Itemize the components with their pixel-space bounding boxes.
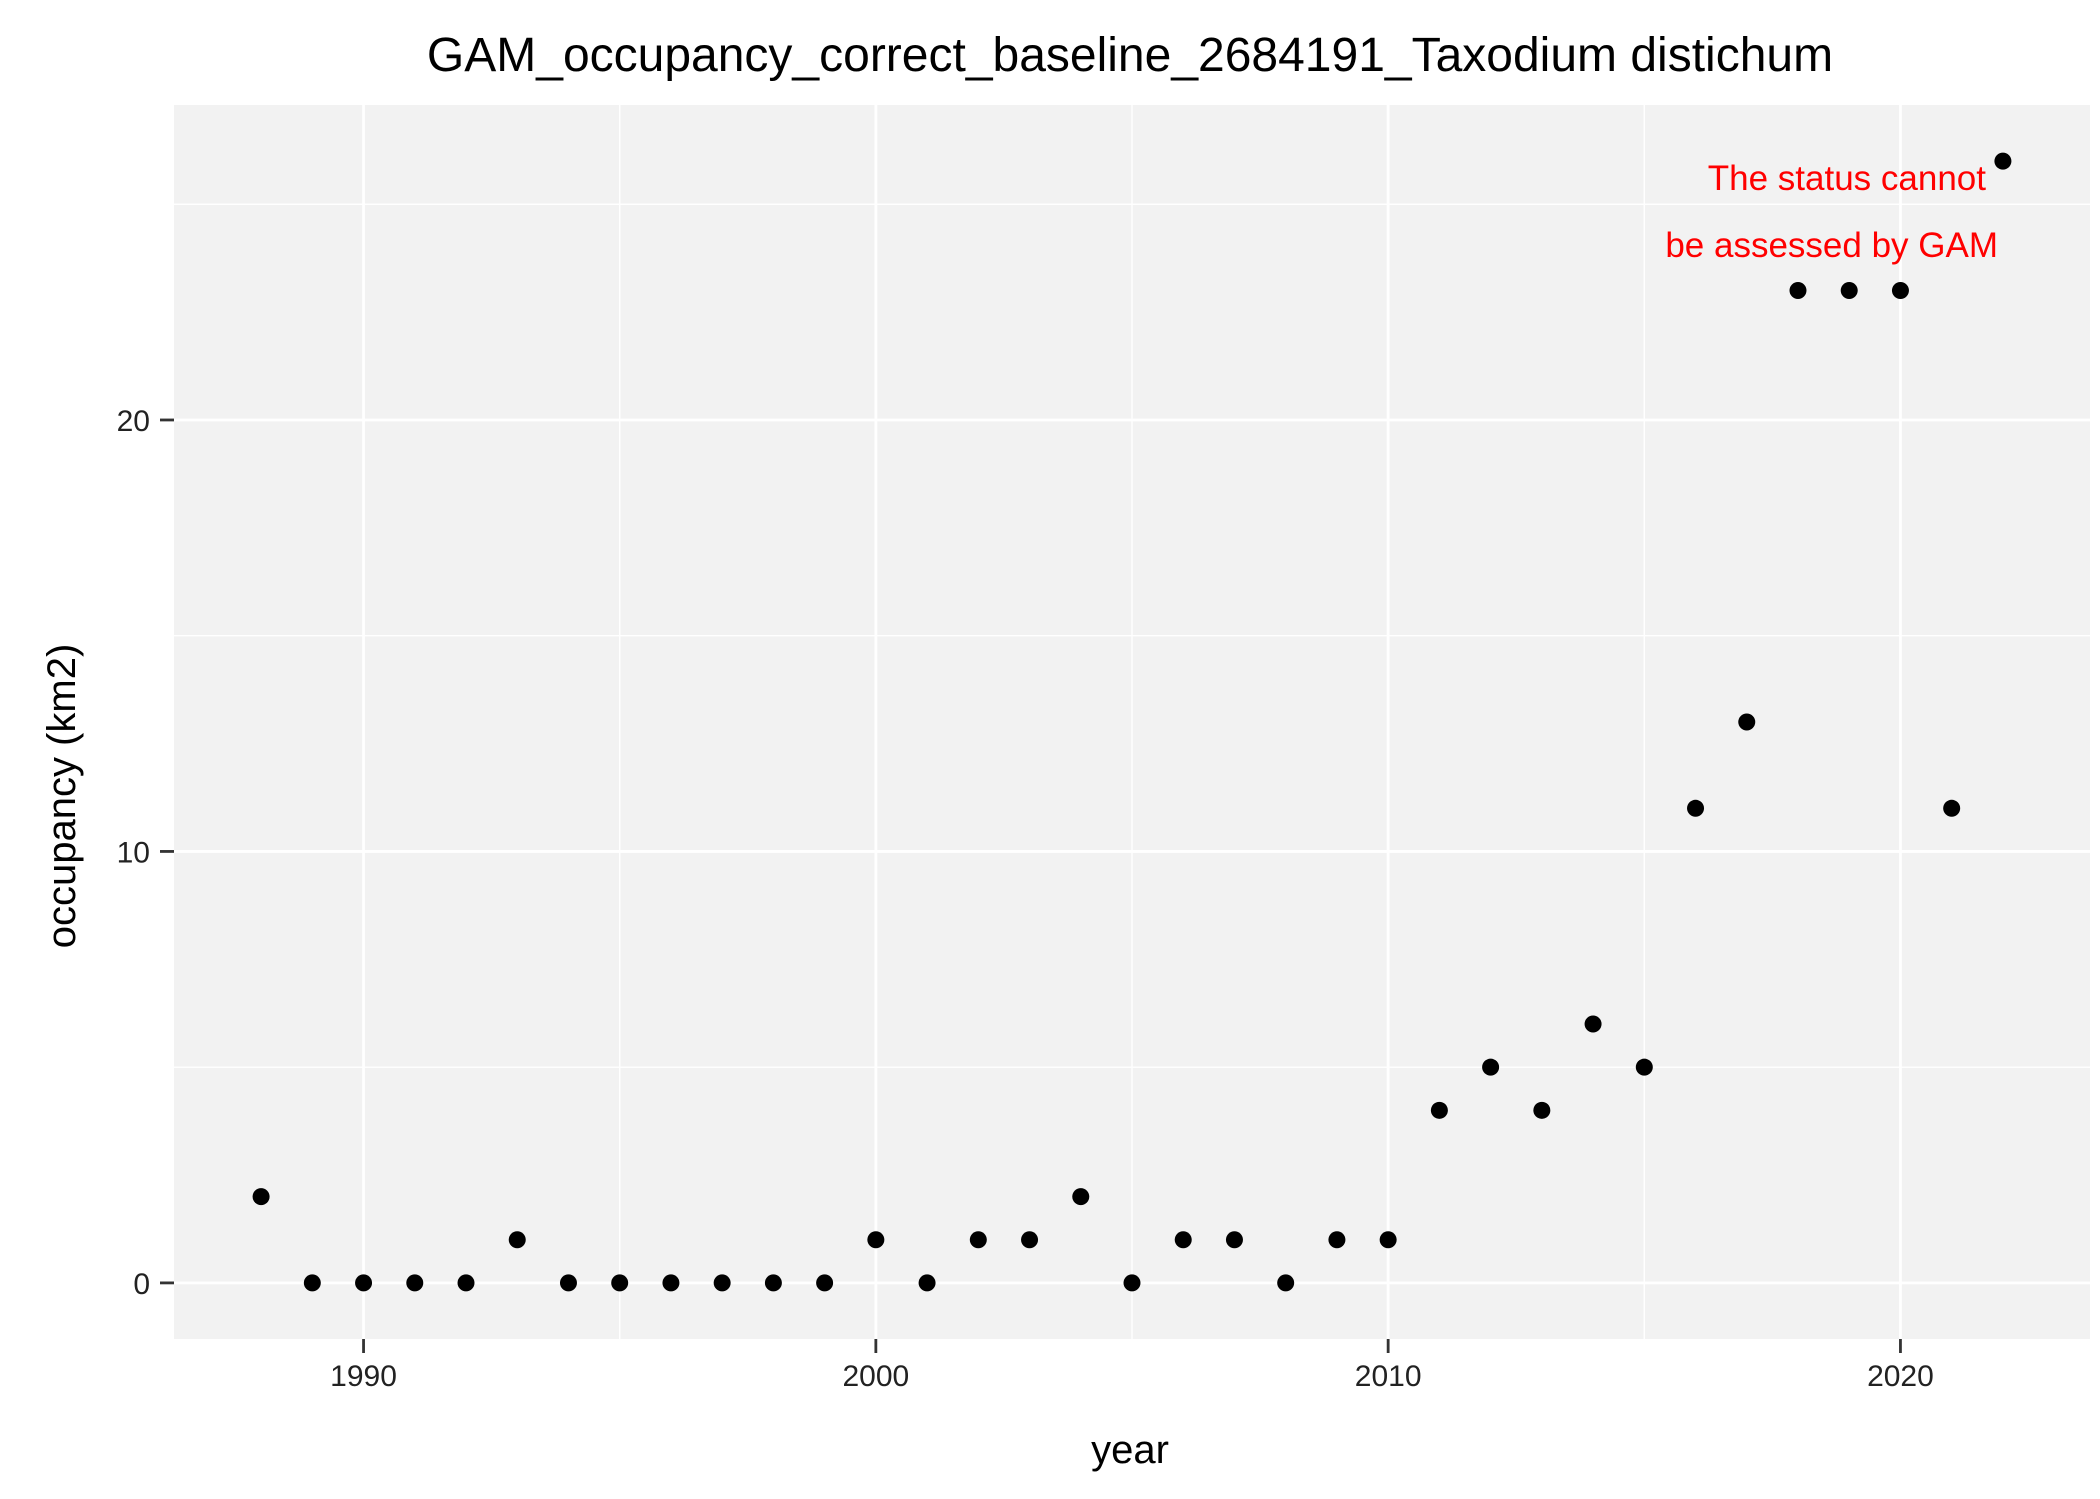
data-point (1482, 1058, 1500, 1076)
data-point (1021, 1231, 1039, 1249)
data-point (355, 1274, 373, 1292)
data-point (1277, 1274, 1295, 1292)
y-axis-title: occupancy (km2) (40, 644, 84, 949)
y-axis: 0 10 20 (117, 405, 174, 1301)
data-point (508, 1231, 526, 1249)
data-point (1225, 1231, 1243, 1249)
data-point (252, 1188, 270, 1206)
y-tick-label: 10 (117, 836, 150, 869)
data-point (457, 1274, 475, 1292)
y-tick-label: 0 (133, 1268, 150, 1301)
data-point (1738, 713, 1756, 731)
x-tick-label: 2010 (1355, 1360, 1422, 1393)
x-axis-title: year (1091, 1428, 1169, 1472)
data-point (1430, 1101, 1448, 1119)
data-point (1789, 282, 1807, 300)
data-point (867, 1231, 885, 1249)
x-tick-label: 2020 (1867, 1360, 1934, 1393)
minor-gridlines (174, 105, 2090, 1339)
data-point (713, 1274, 731, 1292)
annotation-line-1: The status cannot (1708, 159, 1986, 198)
data-point (1840, 282, 1858, 300)
data-point (1123, 1274, 1141, 1292)
data-point (1943, 799, 1961, 817)
data-point (1379, 1231, 1397, 1249)
data-point (918, 1274, 936, 1292)
data-point (611, 1274, 629, 1292)
x-tick-label: 2000 (842, 1360, 909, 1393)
data-point (1891, 282, 1909, 300)
x-tick-label: 1990 (330, 1360, 397, 1393)
data-points (252, 152, 2012, 1292)
data-point (1328, 1231, 1346, 1249)
data-point (662, 1274, 680, 1292)
data-point (559, 1274, 577, 1292)
data-point (1072, 1188, 1090, 1206)
data-point (303, 1274, 321, 1292)
x-axis: 1990 2000 2010 2020 (330, 1339, 1934, 1393)
data-point (1994, 152, 2012, 170)
data-point (1584, 1015, 1602, 1033)
data-point (406, 1274, 424, 1292)
data-point (1635, 1058, 1653, 1076)
data-point (1174, 1231, 1192, 1249)
annotation-line-2: be assessed by GAM (1665, 226, 1998, 265)
data-point (816, 1274, 834, 1292)
data-point (1533, 1101, 1551, 1119)
data-point (1687, 799, 1705, 817)
data-point (764, 1274, 782, 1292)
y-tick-label: 20 (117, 405, 150, 438)
data-point (969, 1231, 987, 1249)
chart-title: GAM_occupancy_correct_baseline_2684191_T… (427, 29, 1833, 82)
